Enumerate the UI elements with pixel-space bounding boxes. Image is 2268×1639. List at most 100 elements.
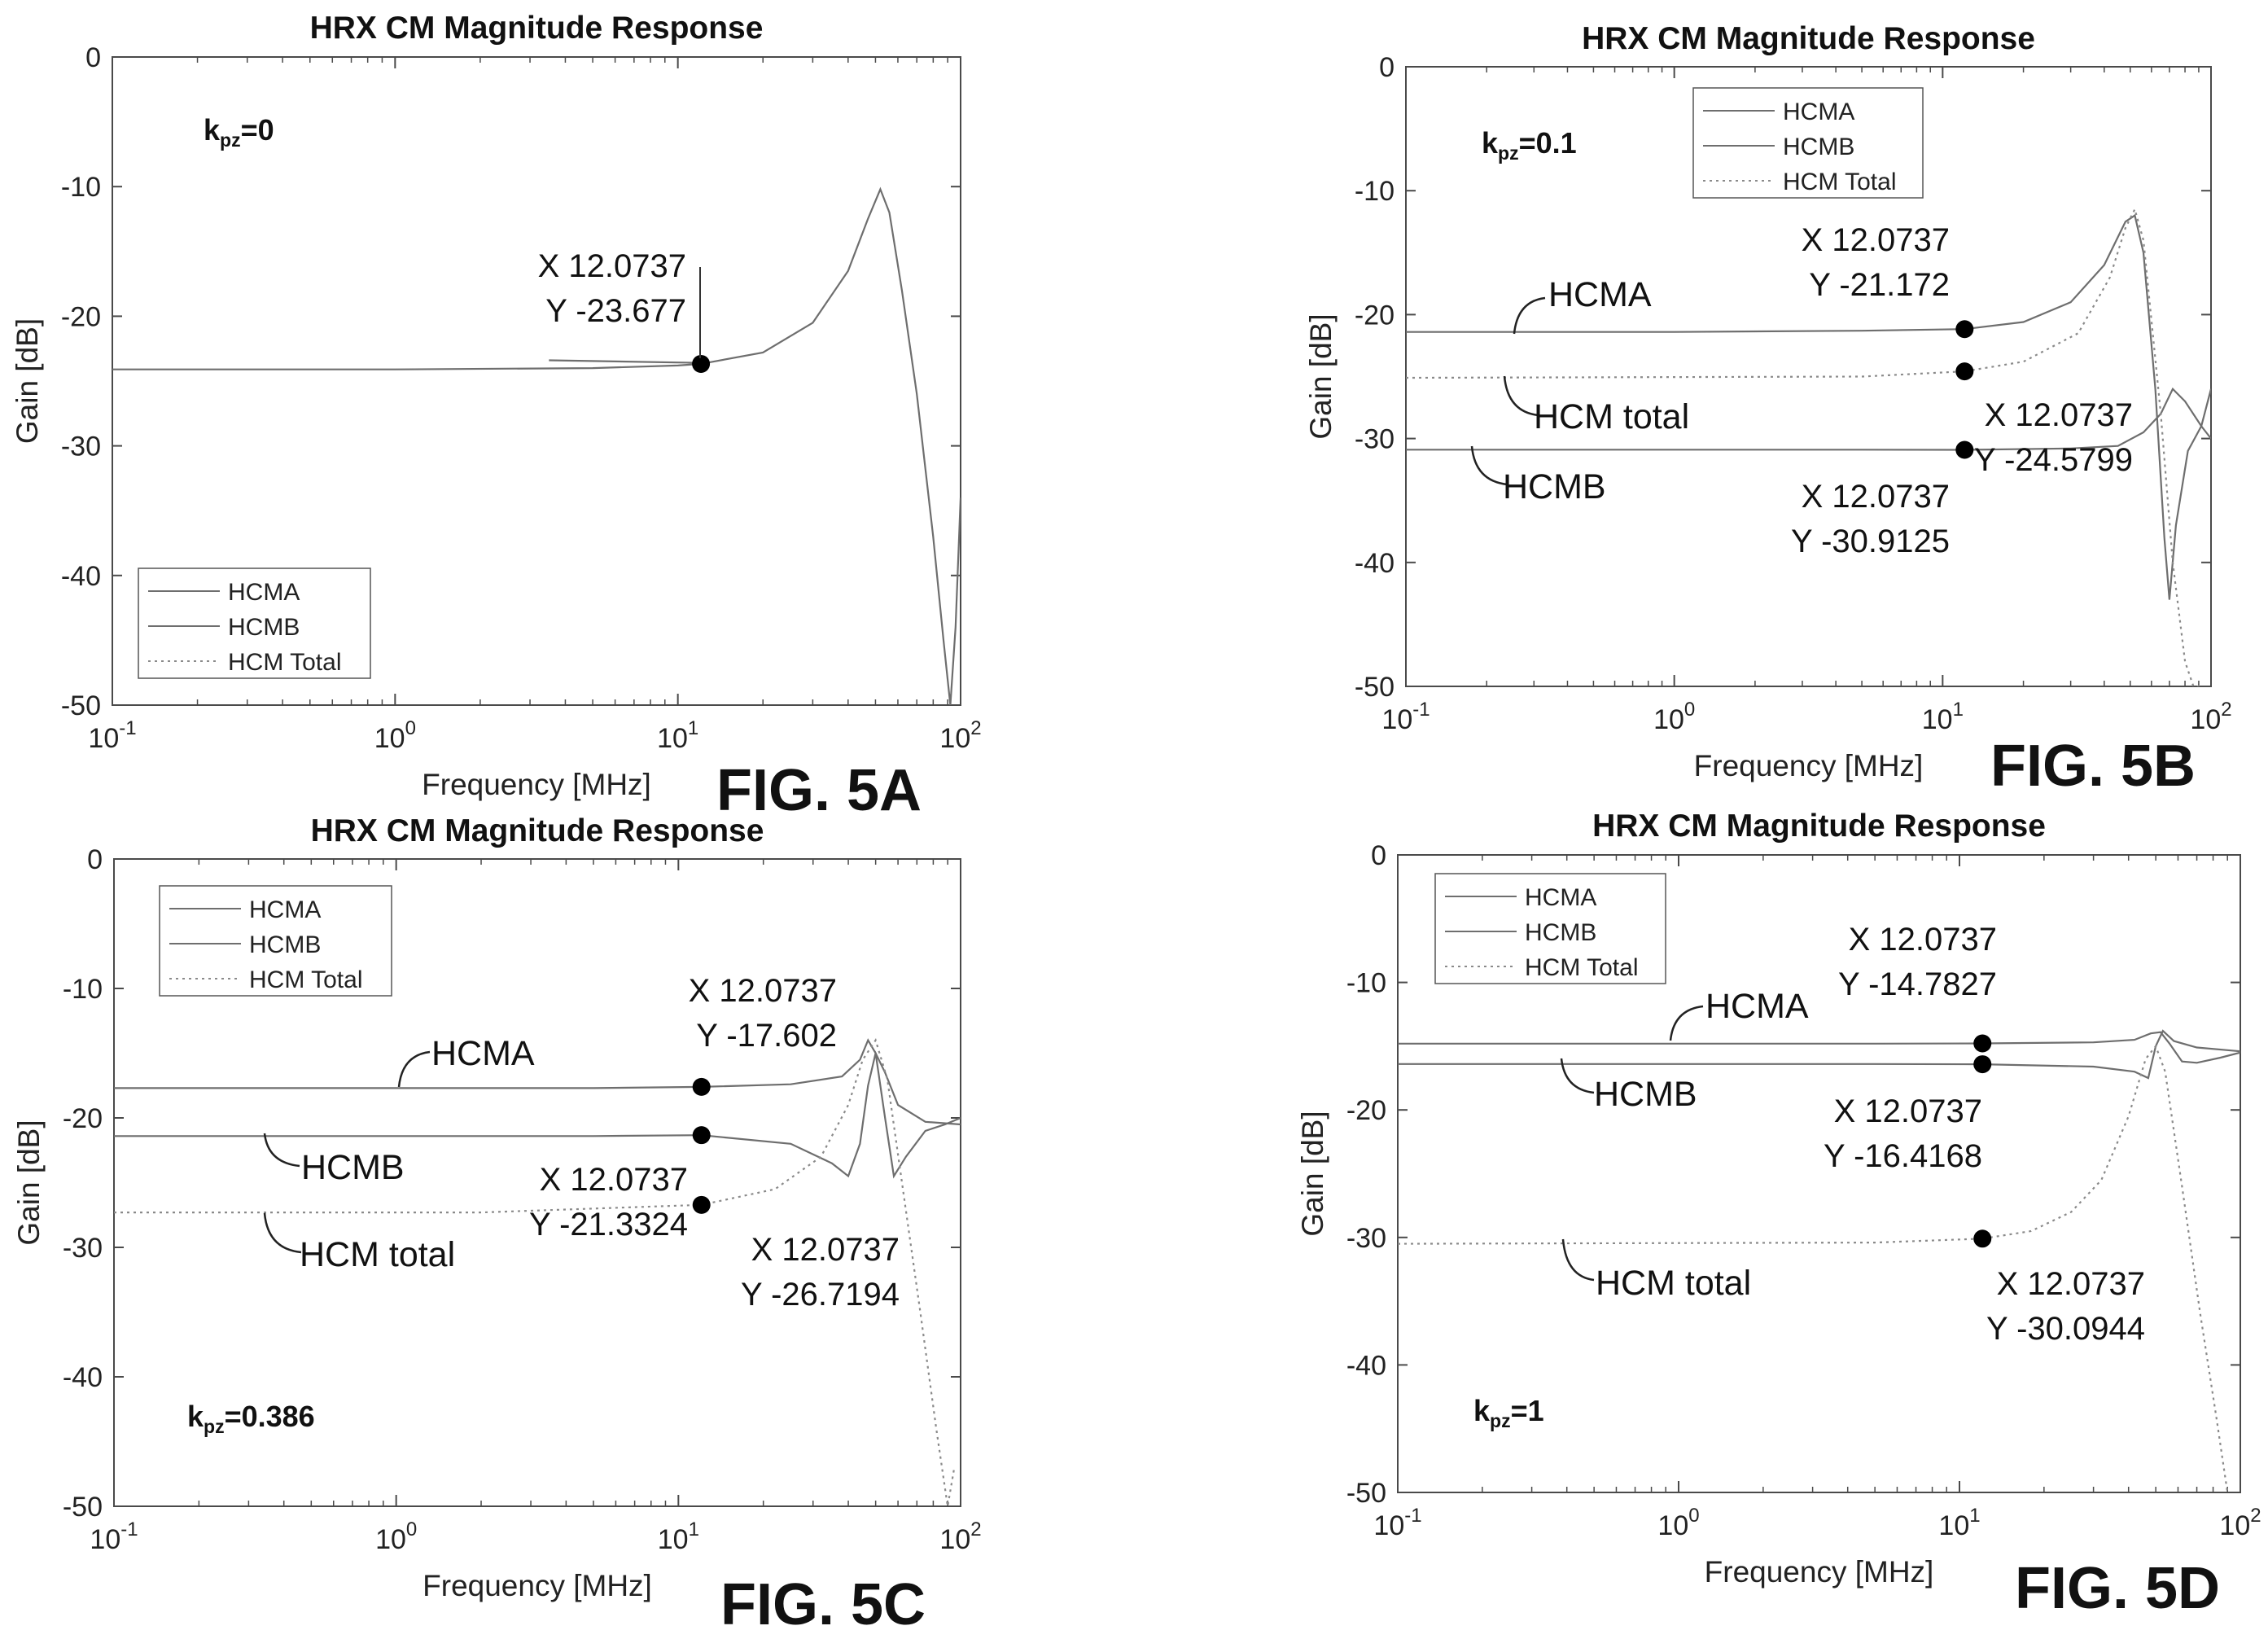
- callout-leader: [1470, 445, 1508, 486]
- series-hcmb: [114, 1050, 961, 1178]
- curve-label-hcmb: HCMB: [1503, 467, 1606, 506]
- series-hcma: [1398, 1031, 2240, 1064]
- kpz-label: kpz=0.1: [1482, 126, 1577, 164]
- figure-label: FIG. 5A: [716, 758, 922, 823]
- legend-entry: HCMA: [228, 579, 300, 606]
- y-tick-label: 0: [1379, 52, 1395, 83]
- data-marker: [692, 1077, 711, 1096]
- x-tick-label: 101: [658, 1518, 699, 1555]
- y-tick-label: -50: [1346, 1478, 1386, 1509]
- legend-box: [138, 568, 371, 679]
- legend-box: [1434, 873, 1666, 984]
- chart-panel-5a: HRX CM Magnitude Response 0 -10 -20 -30 -40 -5…: [11, 11, 982, 823]
- x-axis-label: Frequency [MHz]: [423, 1569, 652, 1602]
- x-tick-label: 10-1: [88, 717, 136, 754]
- y-tick-label: -10: [1355, 176, 1395, 207]
- y-tick-label: -10: [1346, 968, 1386, 999]
- series-hcm-total: [1406, 206, 2202, 686]
- x-tick-label: 100: [1653, 699, 1695, 735]
- y-tick-label: 0: [1371, 840, 1386, 871]
- marker-x-readout: X 12.0737: [1849, 922, 1997, 958]
- chart-title: HRX CM Magnitude Response: [310, 11, 764, 46]
- data-marker: [1973, 1034, 1992, 1053]
- legend-entry: HCMB: [1783, 134, 1854, 160]
- marker-x-readout: X 12.0737: [1834, 1093, 1982, 1129]
- chart-panel-5d: HRX CM Magnitude Response 0 -10 -20 -30 -40 -5…: [1296, 809, 2261, 1621]
- chart-panel-5c: HRX CM Magnitude Response 0 -10 -20 -30 -40 -5…: [12, 813, 982, 1637]
- y-tick-label: -20: [1355, 300, 1395, 331]
- marker-x-readout: X 12.0737: [538, 248, 686, 284]
- y-axis-label: Gain [dB]: [11, 318, 44, 444]
- marker-x-readout: X 12.0737: [1802, 479, 1950, 515]
- marker-y-readout: Y -21.3324: [529, 1207, 688, 1242]
- x-tick-label: 10-1: [90, 1518, 138, 1555]
- marker-y-readout: Y -21.172: [1809, 267, 1950, 303]
- kpz-label: kpz=0: [204, 113, 274, 151]
- y-axis-label: Gain [dB]: [12, 1120, 46, 1245]
- callout-leader: [1561, 1238, 1595, 1282]
- data-marker: [1955, 320, 1974, 339]
- x-tick-label: 101: [1938, 1505, 1980, 1541]
- kpz-label: kpz=1: [1473, 1394, 1544, 1431]
- y-tick-label: -40: [61, 561, 101, 592]
- data-marker: [1955, 362, 1974, 381]
- legend-entry: HCMB: [1525, 919, 1596, 946]
- x-axis-label: Frequency [MHz]: [422, 768, 651, 801]
- chart-panel-5b: HRX CM Magnitude Response 0 -10 -20 -30 -40 -5…: [1304, 21, 2232, 799]
- x-tick-label: 102: [939, 1518, 981, 1555]
- callout-leader: [1513, 296, 1546, 335]
- y-tick-label: -30: [1346, 1223, 1386, 1254]
- y-axis-label: Gain [dB]: [1296, 1111, 1329, 1236]
- kpz-label: kpz=0.386: [187, 1400, 315, 1437]
- x-axis-label: Frequency [MHz]: [1694, 749, 1924, 782]
- y-tick-label: -30: [63, 1233, 103, 1264]
- y-tick-label: 0: [85, 42, 101, 73]
- legend-entry: HCMB: [249, 931, 321, 958]
- legend-entry: HCMA: [1525, 884, 1596, 911]
- series-hcma: [114, 1038, 961, 1179]
- data-marker: [692, 1126, 711, 1145]
- marker-y-readout: Y -17.602: [696, 1018, 837, 1054]
- y-tick-label: -40: [1346, 1350, 1386, 1381]
- y-tick-label: -10: [63, 974, 103, 1005]
- x-tick-label: 100: [375, 1518, 417, 1555]
- figure-label: FIG. 5B: [1990, 734, 2196, 799]
- marker-y-readout: Y -26.7194: [741, 1277, 900, 1313]
- series-hcma: [1406, 213, 2211, 600]
- y-tick-label: -50: [61, 690, 101, 721]
- curve-label-hcmb: HCMB: [1594, 1075, 1697, 1114]
- callout-leader: [1560, 1058, 1595, 1094]
- marker-y-readout: Y -30.9125: [1791, 524, 1950, 559]
- data-marker: [1955, 440, 1974, 459]
- data-marker: [1973, 1055, 1992, 1074]
- chart-title: HRX CM Magnitude Response: [311, 813, 764, 848]
- y-tick-label: -20: [61, 301, 101, 332]
- series-hcmb: [549, 359, 702, 364]
- legend-box: [1692, 87, 1924, 199]
- series-hcmb: [1398, 1029, 2240, 1080]
- curve-label-hcma: HCMA: [431, 1034, 535, 1073]
- legend-entry: HCMB: [228, 614, 300, 641]
- y-tick-label: -40: [63, 1362, 103, 1393]
- curve-label-hcma: HCMA: [1548, 275, 1652, 314]
- x-tick-label: 102: [939, 717, 981, 754]
- data-marker: [692, 354, 711, 373]
- y-tick-label: 0: [87, 844, 103, 875]
- marker-x-readout: X 12.0737: [751, 1232, 900, 1268]
- callout-leader: [397, 1050, 431, 1088]
- callout-leader: [1503, 375, 1539, 417]
- marker-y-readout: Y -23.677: [545, 293, 686, 329]
- data-marker: [1973, 1229, 1992, 1248]
- marker-y-readout: Y -30.0944: [1986, 1311, 2145, 1347]
- y-tick-label: -50: [1355, 672, 1395, 703]
- x-tick-label: 101: [657, 717, 698, 754]
- curve-label-hcm-total: HCM total: [1596, 1264, 1751, 1303]
- marker-x-readout: X 12.0737: [540, 1162, 688, 1198]
- y-tick-label: -50: [63, 1492, 103, 1523]
- marker-x-readout: X 12.0737: [689, 973, 837, 1009]
- x-tick-label: 100: [374, 717, 416, 754]
- marker-y-readout: Y -16.4168: [1824, 1138, 1982, 1174]
- plot-area: [112, 56, 961, 706]
- y-tick-label: -10: [61, 172, 101, 203]
